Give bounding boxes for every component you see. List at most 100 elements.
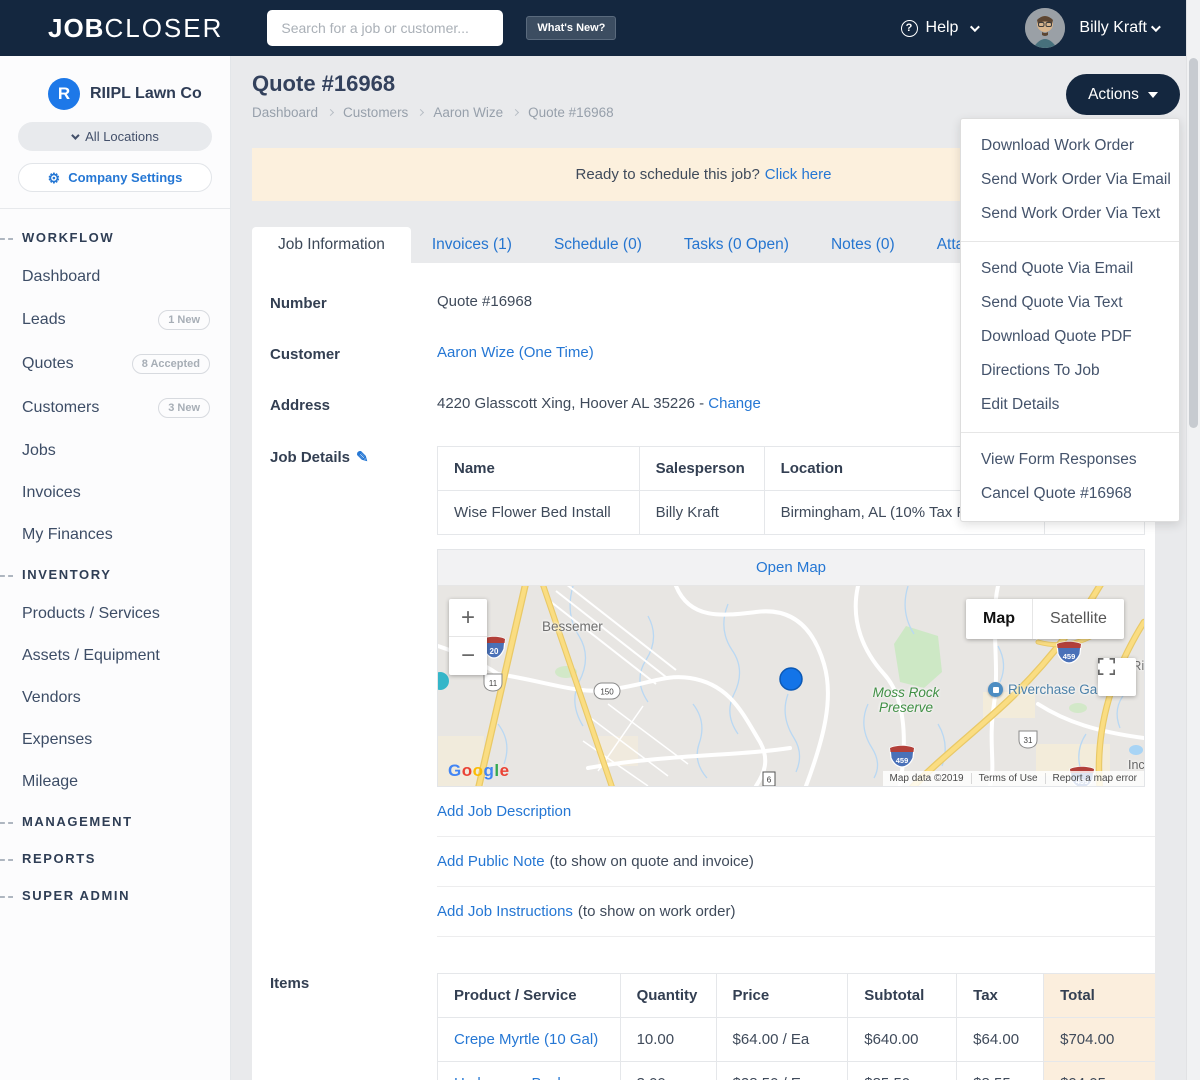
tab-job-information[interactable]: Job Information (252, 227, 411, 263)
sidebar-item-label: Products / Services (22, 605, 160, 622)
breadcrumb-dashboard[interactable]: Dashboard (252, 105, 319, 120)
banner-click-here-link[interactable]: Click here (764, 166, 832, 183)
menu-item-cancel-quote[interactable]: Cancel Quote #16968 (981, 485, 1132, 502)
customer-row: Customer Aaron Wize (One Time) (252, 328, 1155, 379)
tab-invoices[interactable]: Invoices (1) (431, 236, 512, 253)
map-zoom-control: + − (449, 599, 487, 675)
address-row: Address 4220 Glasscott Xing, Hoover AL 3… (252, 379, 1155, 430)
page-scrollbar[interactable] (1186, 0, 1200, 1080)
sidebar-item-label: Vendors (22, 689, 81, 706)
sidebar-item-assets-equipment[interactable]: Assets / Equipment (0, 635, 230, 677)
company-settings-button[interactable]: ⚙ Company Settings (18, 163, 212, 192)
sidebar-item-mileage[interactable]: Mileage (0, 761, 230, 803)
menu-item-directions-to-job[interactable]: Directions To Job (981, 362, 1100, 379)
sidebar-item-jobs[interactable]: Jobs (0, 430, 230, 472)
breadcrumb-customers[interactable]: Customers (343, 105, 409, 120)
menu-item-view-form-responses[interactable]: View Form Responses (981, 451, 1137, 468)
menu-item-edit-details[interactable]: Edit Details (981, 396, 1060, 413)
chevron-down-icon (1150, 21, 1161, 32)
open-map-link[interactable]: Open Map (755, 559, 827, 576)
terms-of-use-link[interactable]: Terms of Use (970, 773, 1045, 784)
search-input[interactable] (267, 10, 504, 46)
sidebar-item-label: Dashboard (22, 268, 101, 285)
help-menu[interactable]: ? Help (900, 19, 981, 37)
section-header-reports[interactable]: REPORTS (0, 840, 230, 877)
sidebar-item-label: Jobs (22, 442, 56, 459)
section-header-management[interactable]: MANAGEMENT (0, 803, 230, 840)
edit-pencil-icon[interactable]: ✎ (356, 449, 369, 466)
actions-button[interactable]: Actions (1066, 74, 1180, 115)
sidebar-item-products-services[interactable]: Products / Services (0, 593, 230, 635)
menu-item-send-quote-text[interactable]: Send Quote Via Text (981, 294, 1123, 311)
sidebar-item-dashboard[interactable]: Dashboard (0, 256, 230, 298)
svg-text:459: 459 (896, 756, 909, 765)
quotes-badge: 8 Accepted (131, 354, 210, 374)
svg-text:459: 459 (1063, 652, 1076, 661)
mall-poi-icon (988, 682, 1003, 697)
tab-notes[interactable]: Notes (0) (830, 236, 895, 253)
page-title: Quote #16968 (252, 71, 396, 96)
item-subtotal: $640.00 (847, 1017, 958, 1062)
google-logo: Google (448, 761, 510, 780)
svg-text:31: 31 (1024, 736, 1033, 745)
job-location-marker[interactable] (779, 667, 803, 691)
items-col-tax: Tax (956, 973, 1045, 1018)
item-price: $64.00 / Ea (715, 1017, 849, 1062)
add-job-instructions-row: Add Job Instructions (to show on work ord… (437, 887, 1155, 937)
add-job-instructions-link[interactable]: Add Job Instructions (437, 903, 573, 920)
items-table: Product / Service Quantity Price Subtota… (437, 973, 1155, 1080)
add-job-description-link[interactable]: Add Job Description (437, 803, 572, 820)
location-selector[interactable]: All Locations (18, 122, 212, 151)
sidebar-item-invoices[interactable]: Invoices (0, 472, 230, 514)
sidebar-item-customers[interactable]: Customers 3 New (0, 386, 230, 430)
report-map-error-link[interactable]: Report a map error (1044, 773, 1144, 784)
job-details-row: Job Details ✎ Name Salesperson Location W… (252, 430, 1155, 953)
menu-item-download-quote-pdf[interactable]: Download Quote PDF (981, 328, 1132, 345)
add-public-note-link[interactable]: Add Public Note (437, 853, 545, 870)
table-row: Hydrangea Bush 3.00 $28.50 / Ea $85.50 $… (437, 1061, 1155, 1080)
app-logo: JOBCLOSER (48, 13, 223, 44)
zoom-out-button[interactable]: − (460, 642, 475, 669)
company-row: R RIIPL Lawn Co (0, 56, 230, 110)
zoom-in-button[interactable]: + (449, 599, 487, 637)
breadcrumb-customer-name[interactable]: Aaron Wize (433, 105, 504, 120)
sidebar-item-label: Assets / Equipment (22, 647, 160, 664)
menu-item-send-quote-email[interactable]: Send Quote Via Email (981, 260, 1134, 277)
table-row: Crepe Myrtle (10 Gal) 10.00 $64.00 / Ea … (437, 1017, 1155, 1062)
user-menu[interactable]: Billy Kraft (1079, 19, 1161, 37)
items-col-subtotal: Subtotal (847, 973, 958, 1018)
sidebar-item-leads[interactable]: Leads 1 New (0, 298, 230, 342)
customer-link[interactable]: Aaron Wize (One Time) (437, 344, 594, 361)
sidebar-item-vendors[interactable]: Vendors (0, 677, 230, 719)
address-change-link[interactable]: Change (708, 395, 761, 412)
google-map[interactable]: 20 459 459 (438, 586, 1144, 786)
interstate-20-shield: 20 (482, 636, 506, 659)
tab-schedule[interactable]: Schedule (0) (553, 236, 642, 253)
logo-bold: JOB (48, 12, 105, 43)
tab-tasks[interactable]: Tasks (0 Open) (683, 236, 789, 253)
menu-item-send-work-order-text[interactable]: Send Work Order Via Text (981, 205, 1161, 222)
item-product-link[interactable]: Hydrangea Bush (454, 1075, 566, 1080)
item-tax: $8.55 (956, 1061, 1045, 1080)
job-details-label: Job Details (270, 449, 351, 466)
address-label: Address (270, 397, 331, 414)
satellite-view-button[interactable]: Satellite (1032, 599, 1124, 639)
whats-new-button[interactable]: What's New? (526, 16, 617, 40)
menu-item-download-work-order[interactable]: Download Work Order (981, 137, 1135, 154)
settings-label: Company Settings (68, 170, 183, 185)
avatar[interactable] (1025, 8, 1066, 48)
items-section: Items Product / Service Quantity Price S… (252, 953, 1155, 1080)
sidebar-item-expenses[interactable]: Expenses (0, 719, 230, 761)
map-fullscreen-button[interactable] (1098, 658, 1136, 696)
map-view-button[interactable]: Map (983, 610, 1015, 627)
items-col-quantity: Quantity (619, 973, 717, 1018)
sidebar-item-quotes[interactable]: Quotes 8 Accepted (0, 342, 230, 386)
sidebar-item-label: Customers (22, 399, 100, 416)
item-product-link[interactable]: Crepe Myrtle (10 Gal) (454, 1031, 599, 1048)
sidebar-item-my-finances[interactable]: My Finances (0, 514, 230, 556)
scrollbar-thumb[interactable] (1189, 58, 1198, 428)
item-tax: $64.00 (956, 1017, 1045, 1062)
section-header-super-admin[interactable]: SUPER ADMIN (0, 877, 230, 914)
menu-item-send-work-order-email[interactable]: Send Work Order Via Email (981, 171, 1171, 188)
chevron-right-icon (417, 108, 425, 117)
